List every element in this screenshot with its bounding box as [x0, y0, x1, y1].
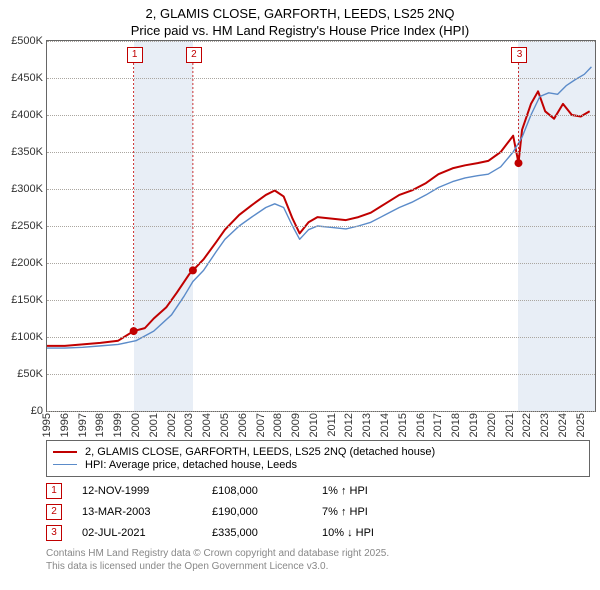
event-row: 1 12-NOV-1999£108,0001% ↑ HPI	[46, 483, 590, 499]
event-date: 02-JUL-2021	[82, 527, 212, 539]
sale-marker: 3	[511, 47, 527, 63]
x-axis-label: 1995	[41, 413, 53, 437]
x-axis-label: 2022	[521, 413, 533, 437]
title-line-1: 2, GLAMIS CLOSE, GARFORTH, LEEDS, LS25 2…	[0, 6, 600, 23]
sale-marker: 1	[127, 47, 143, 63]
legend-label: HPI: Average price, detached house, Leed…	[85, 459, 297, 471]
x-axis-label: 2003	[183, 413, 195, 437]
event-price: £108,000	[212, 485, 322, 497]
legend-label: 2, GLAMIS CLOSE, GARFORTH, LEEDS, LS25 2…	[85, 446, 435, 458]
event-price: £190,000	[212, 506, 322, 518]
x-axis-label: 2006	[237, 413, 249, 437]
gridline	[47, 374, 595, 375]
y-axis-label: £500K	[11, 35, 43, 47]
gridline	[47, 78, 595, 79]
event-marker: 2	[46, 504, 62, 520]
series-line	[47, 91, 590, 346]
sale-marker: 2	[186, 47, 202, 63]
legend-swatch	[53, 464, 77, 465]
gridline	[47, 411, 595, 412]
gridline	[47, 152, 595, 153]
x-axis-label: 2004	[201, 413, 213, 437]
event-delta: 10% ↓ HPI	[322, 527, 374, 539]
y-axis-label: £50K	[17, 368, 43, 380]
gridline	[47, 263, 595, 264]
x-axis-label: 1997	[77, 413, 89, 437]
y-axis-label: £100K	[11, 331, 43, 343]
x-axis-label: 2009	[290, 413, 302, 437]
x-axis-label: 2008	[272, 413, 284, 437]
y-axis-label: £250K	[11, 220, 43, 232]
title-line-2: Price paid vs. HM Land Registry's House …	[0, 23, 600, 40]
x-axis-label: 2025	[575, 413, 587, 437]
gridline	[47, 115, 595, 116]
x-axis-label: 2010	[308, 413, 320, 437]
x-axis-label: 1999	[112, 413, 124, 437]
x-axis-label: 2013	[361, 413, 373, 437]
y-axis-label: £350K	[11, 146, 43, 158]
event-price: £335,000	[212, 527, 322, 539]
x-axis-label: 2005	[219, 413, 231, 437]
x-axis-label: 2007	[255, 413, 267, 437]
y-axis-label: £150K	[11, 294, 43, 306]
x-axis-label: 2002	[166, 413, 178, 437]
gridline	[47, 300, 595, 301]
plot-area: £0£50K£100K£150K£200K£250K£300K£350K£400…	[46, 40, 596, 412]
x-axis-label: 2018	[450, 413, 462, 437]
y-axis-label: £200K	[11, 257, 43, 269]
gridline	[47, 41, 595, 42]
legend-item: 2, GLAMIS CLOSE, GARFORTH, LEEDS, LS25 2…	[53, 446, 583, 458]
x-axis-label: 2000	[130, 413, 142, 437]
x-axis-label: 2024	[557, 413, 569, 437]
x-axis-label: 2001	[148, 413, 160, 437]
x-axis-label: 2016	[415, 413, 427, 437]
y-axis-label: £400K	[11, 109, 43, 121]
event-marker: 3	[46, 525, 62, 541]
y-axis-label: £300K	[11, 183, 43, 195]
x-axis-label: 2015	[397, 413, 409, 437]
x-axis-label: 2023	[539, 413, 551, 437]
event-date: 12-NOV-1999	[82, 485, 212, 497]
x-axis-label: 1996	[59, 413, 71, 437]
footer-line-2: This data is licensed under the Open Gov…	[46, 560, 590, 573]
events-table: 1 12-NOV-1999£108,0001% ↑ HPI 2 13-MAR-2003…	[46, 483, 590, 541]
event-date: 13-MAR-2003	[82, 506, 212, 518]
event-row: 2 13-MAR-2003£190,0007% ↑ HPI	[46, 504, 590, 520]
chart-container: 2, GLAMIS CLOSE, GARFORTH, LEEDS, LS25 2…	[0, 0, 600, 590]
x-axis-label: 1998	[94, 413, 106, 437]
event-row: 3 02-JUL-2021£335,00010% ↓ HPI	[46, 525, 590, 541]
x-axis-label: 2021	[504, 413, 516, 437]
x-axis-label: 2012	[343, 413, 355, 437]
y-axis-label: £450K	[11, 72, 43, 84]
attribution-footer: Contains HM Land Registry data © Crown c…	[46, 547, 590, 573]
gridline	[47, 189, 595, 190]
x-axis-label: 2017	[432, 413, 444, 437]
x-axis-label: 2011	[326, 413, 338, 437]
legend: 2, GLAMIS CLOSE, GARFORTH, LEEDS, LS25 2…	[46, 440, 590, 477]
legend-item: HPI: Average price, detached house, Leed…	[53, 459, 583, 471]
x-axis-label: 2020	[486, 413, 498, 437]
series-line	[47, 67, 591, 348]
gridline	[47, 337, 595, 338]
x-axis-label: 2019	[468, 413, 480, 437]
legend-swatch	[53, 451, 77, 453]
event-marker: 1	[46, 483, 62, 499]
event-delta: 7% ↑ HPI	[322, 506, 368, 518]
event-delta: 1% ↑ HPI	[322, 485, 368, 497]
x-axis-label: 2014	[379, 413, 391, 437]
footer-line-1: Contains HM Land Registry data © Crown c…	[46, 547, 590, 560]
chart-title: 2, GLAMIS CLOSE, GARFORTH, LEEDS, LS25 2…	[0, 0, 600, 40]
gridline	[47, 226, 595, 227]
